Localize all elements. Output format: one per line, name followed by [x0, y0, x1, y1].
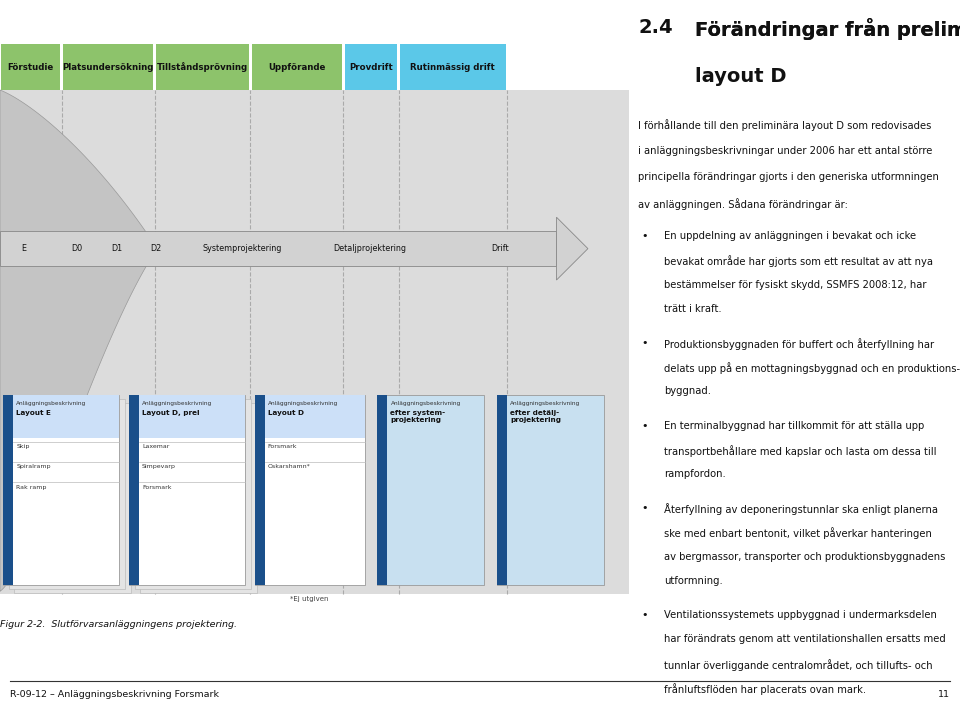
Text: 2.4: 2.4: [638, 18, 673, 37]
Text: Anläggningsbeskrivning: Anläggningsbeskrivning: [142, 401, 212, 406]
Text: rampfordon.: rampfordon.: [663, 469, 726, 479]
Text: D0: D0: [71, 244, 83, 253]
Text: efter system-
projektering: efter system- projektering: [391, 410, 445, 424]
Bar: [9, 399, 125, 589]
Text: Drift: Drift: [492, 244, 509, 253]
Text: Ventilationssystemets uppbyggnad i undermarksdelen: Ventilationssystemets uppbyggnad i under…: [663, 610, 937, 620]
Text: Tillståndsprövning: Tillståndsprövning: [156, 62, 248, 72]
Text: Anläggningsbeskrivning: Anläggningsbeskrivning: [268, 401, 338, 406]
Text: En uppdelning av anläggningen i bevakat och icke: En uppdelning av anläggningen i bevakat …: [663, 231, 916, 241]
Text: bestämmelser för fysiskt skydd, SSMFS 2008:12, har: bestämmelser för fysiskt skydd, SSMFS 20…: [663, 279, 926, 289]
Bar: [252, 44, 342, 90]
Bar: [134, 399, 251, 589]
Bar: [140, 403, 256, 593]
Text: *Ej utgiven: *Ej utgiven: [291, 596, 329, 602]
Text: Figur 2-2.  Slutförvarsanläggningens projektering.: Figur 2-2. Slutförvarsanläggningens proj…: [0, 620, 237, 629]
Bar: [400, 44, 506, 90]
Bar: [496, 394, 604, 585]
Text: Skip: Skip: [16, 444, 30, 449]
Text: byggnad.: byggnad.: [663, 386, 710, 396]
Bar: [265, 394, 365, 438]
Text: •: •: [641, 610, 648, 620]
Text: Anläggningsbeskrivning: Anläggningsbeskrivning: [16, 401, 86, 406]
Bar: [3, 394, 119, 585]
Bar: [377, 394, 387, 585]
Text: Detaljprojektering: Detaljprojektering: [333, 244, 406, 253]
Bar: [129, 394, 245, 585]
Text: bevakat område har gjorts som ett resultat av att nya: bevakat område har gjorts som ett result…: [663, 255, 933, 267]
Text: Förändringar från preliminär layout D: Förändringar från preliminär layout D: [695, 18, 960, 40]
Bar: [156, 44, 249, 90]
Text: har förändrats genom att ventilationshallen ersatts med: har förändrats genom att ventilationshal…: [663, 635, 946, 645]
Text: Layout D: Layout D: [268, 410, 304, 416]
Bar: [63, 44, 154, 90]
Text: Förändringar från preliminär: Förändringar från preliminär: [695, 18, 960, 40]
Bar: [377, 394, 484, 585]
Text: Uppförande: Uppförande: [268, 63, 325, 71]
Text: Provdrift: Provdrift: [349, 63, 393, 71]
Text: Layout D, prel: Layout D, prel: [142, 410, 200, 416]
Text: E: E: [21, 244, 26, 253]
Text: av anläggningen. Sådana förändringar är:: av anläggningen. Sådana förändringar är:: [638, 198, 849, 210]
Bar: [0, 231, 557, 266]
Text: Forsmark: Forsmark: [268, 444, 298, 449]
Bar: [139, 394, 245, 438]
Text: efter detälj-
projektering: efter detälj- projektering: [510, 410, 561, 424]
Bar: [0, 90, 629, 595]
Polygon shape: [0, 90, 156, 591]
Text: utformning.: utformning.: [663, 576, 723, 586]
Text: transportbehållare med kapslar och lasta om dessa till: transportbehållare med kapslar och lasta…: [663, 445, 936, 457]
Text: tunnlar överliggande centralområdet, och tillufts- och: tunnlar överliggande centralområdet, och…: [663, 659, 932, 671]
Text: Simpevarp: Simpevarp: [142, 464, 176, 469]
Text: En terminalbyggnad har tillkommit för att ställa upp: En terminalbyggnad har tillkommit för at…: [663, 421, 924, 431]
Text: Spiralramp: Spiralramp: [16, 464, 51, 469]
Text: Anläggningsbeskrivning: Anläggningsbeskrivning: [391, 401, 461, 406]
Text: •: •: [641, 421, 648, 431]
Text: av bergmassor, transporter och produktionsbyggnadens: av bergmassor, transporter och produktio…: [663, 552, 945, 562]
Text: Återfyllning av deponeringstunnlar ska enligt planerna: Återfyllning av deponeringstunnlar ska e…: [663, 503, 938, 515]
Text: layout D: layout D: [695, 67, 787, 86]
Text: I förhållande till den preliminära layout D som redovisades: I förhållande till den preliminära layou…: [638, 120, 932, 131]
Text: Platsundersökning: Platsundersökning: [62, 63, 154, 71]
Text: principella förändringar gjorts i den generiska utformningen: principella förändringar gjorts i den ge…: [638, 172, 939, 182]
Text: •: •: [641, 503, 648, 513]
Text: Anläggningsbeskrivning: Anläggningsbeskrivning: [510, 401, 580, 406]
Text: Oskarshamn*: Oskarshamn*: [268, 464, 311, 469]
Bar: [14, 403, 131, 593]
Text: i anläggningsbeskrivningar under 2006 har ett antal större: i anläggningsbeskrivningar under 2006 ha…: [638, 145, 933, 155]
Bar: [254, 394, 265, 585]
Text: Forsmark: Forsmark: [142, 485, 172, 490]
Text: ske med enbart bentonit, vilket påverkar hanteringen: ske med enbart bentonit, vilket påverkar…: [663, 528, 931, 540]
Text: trätt i kraft.: trätt i kraft.: [663, 304, 721, 314]
Text: Förstudie: Förstudie: [8, 63, 54, 71]
Bar: [254, 394, 365, 585]
Text: Systemprojektering: Systemprojektering: [203, 244, 282, 253]
Bar: [3, 394, 13, 585]
Bar: [1, 44, 60, 90]
Text: •: •: [641, 231, 648, 241]
Text: frånluftsflöden har placerats ovan mark.: frånluftsflöden har placerats ovan mark.: [663, 683, 866, 695]
Text: Layout E: Layout E: [16, 410, 51, 416]
Text: D1: D1: [110, 244, 122, 253]
Text: Laxemar: Laxemar: [142, 444, 170, 449]
Text: Rutinmässig drift: Rutinmässig drift: [410, 63, 495, 71]
Text: 11: 11: [938, 690, 950, 699]
Text: Rak ramp: Rak ramp: [16, 485, 47, 490]
Text: Produktionsbyggnaden för buffert och återfyllning har: Produktionsbyggnaden för buffert och åte…: [663, 338, 934, 350]
Bar: [496, 394, 507, 585]
Text: •: •: [641, 338, 648, 348]
Polygon shape: [557, 217, 588, 280]
Text: delats upp på en mottagningsbyggnad och en produktions-: delats upp på en mottagningsbyggnad och …: [663, 362, 960, 374]
Text: D2: D2: [151, 244, 161, 253]
Bar: [13, 394, 119, 438]
Text: R-09-12 – Anläggningsbeskrivning Forsmark: R-09-12 – Anläggningsbeskrivning Forsmar…: [10, 690, 219, 699]
Bar: [345, 44, 397, 90]
Bar: [129, 394, 139, 585]
